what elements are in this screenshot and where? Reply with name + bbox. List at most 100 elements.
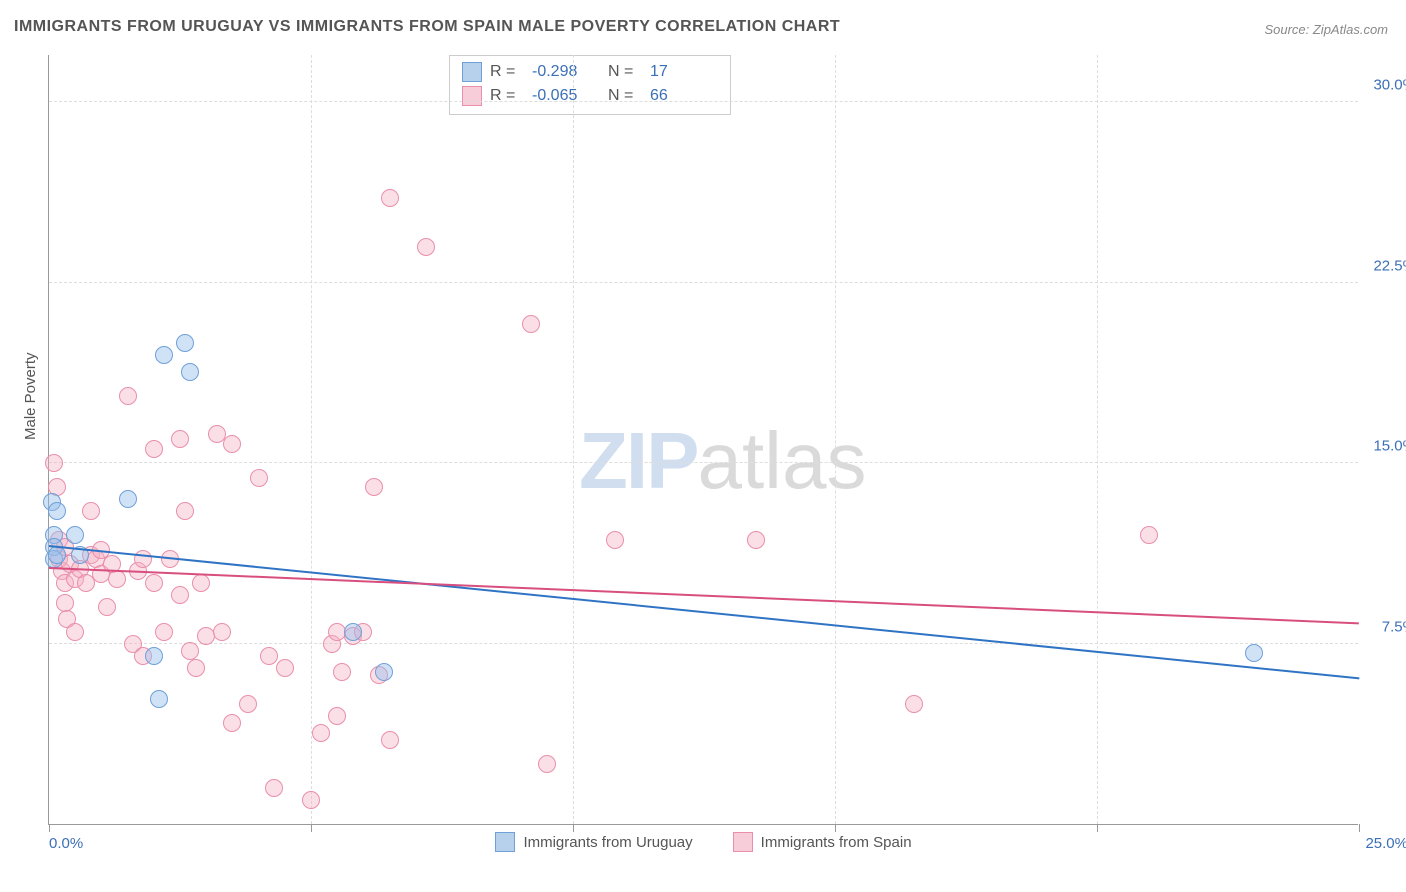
y-tick-label: 7.5% <box>1382 618 1406 635</box>
data-point-spain <box>77 574 95 592</box>
legend-item-uruguay: Immigrants from Uruguay <box>495 832 692 852</box>
data-point-spain <box>302 791 320 809</box>
stat-n-value-spain: 66 <box>650 84 718 108</box>
stat-r-value-spain: -0.065 <box>532 84 600 108</box>
gridline-horizontal <box>49 101 1358 102</box>
series-legend: Immigrants from Uruguay Immigrants from S… <box>49 832 1358 852</box>
x-tick <box>835 824 836 832</box>
watermark-zip: ZIP <box>579 416 697 505</box>
data-point-spain <box>213 623 231 641</box>
x-tick <box>49 824 50 832</box>
data-point-spain <box>108 570 126 588</box>
gridline-horizontal <box>49 282 1358 283</box>
data-point-spain <box>522 315 540 333</box>
legend-label-uruguay: Immigrants from Uruguay <box>523 834 692 851</box>
legend-swatch-spain <box>462 86 482 106</box>
data-point-uruguay <box>375 663 393 681</box>
data-point-spain <box>98 598 116 616</box>
data-point-spain <box>192 574 210 592</box>
data-point-spain <box>145 574 163 592</box>
stat-n-label: N = <box>608 60 642 84</box>
data-point-spain <box>223 435 241 453</box>
data-point-spain <box>223 714 241 732</box>
gridline-horizontal <box>49 462 1358 463</box>
stats-row-uruguay: R = -0.298 N = 17 <box>462 60 718 84</box>
gridline-vertical <box>573 55 574 824</box>
data-point-spain <box>905 695 923 713</box>
data-point-spain <box>66 623 84 641</box>
data-point-spain <box>82 502 100 520</box>
data-point-spain <box>265 779 283 797</box>
data-point-spain <box>417 238 435 256</box>
data-point-spain <box>56 594 74 612</box>
data-point-spain <box>171 430 189 448</box>
stat-r-label: R = <box>490 60 524 84</box>
x-tick <box>311 824 312 832</box>
correlation-stats-box: R = -0.298 N = 17 R = -0.065 N = 66 <box>449 55 731 115</box>
data-point-spain <box>312 724 330 742</box>
x-tick-label: 0.0% <box>49 835 83 852</box>
data-point-uruguay <box>119 490 137 508</box>
legend-swatch-spain <box>733 832 753 852</box>
data-point-spain <box>176 502 194 520</box>
data-point-spain <box>45 454 63 472</box>
stats-row-spain: R = -0.065 N = 66 <box>462 84 718 108</box>
gridline-horizontal <box>49 643 1358 644</box>
data-point-spain <box>119 387 137 405</box>
y-axis-label: Male Poverty <box>22 352 39 440</box>
gridline-vertical <box>311 55 312 824</box>
watermark: ZIPatlas <box>579 415 866 507</box>
data-point-uruguay <box>181 363 199 381</box>
data-point-spain <box>239 695 257 713</box>
gridline-vertical <box>1097 55 1098 824</box>
data-point-spain <box>260 647 278 665</box>
x-tick <box>1359 824 1360 832</box>
data-point-uruguay <box>145 647 163 665</box>
data-point-spain <box>171 586 189 604</box>
data-point-spain <box>538 755 556 773</box>
plot-area: ZIPatlas R =-0.298N =17R =-0.065N =66 Im… <box>48 55 1358 825</box>
x-tick <box>573 824 574 832</box>
source-attribution: Source: ZipAtlas.com <box>1264 22 1388 37</box>
legend-item-spain: Immigrants from Spain <box>733 832 912 852</box>
data-point-spain <box>276 659 294 677</box>
data-point-uruguay <box>48 502 66 520</box>
data-point-spain <box>187 659 205 677</box>
data-point-spain <box>328 707 346 725</box>
legend-swatch-uruguay <box>495 832 515 852</box>
stat-r-label: R = <box>490 84 524 108</box>
trendline-uruguay <box>49 545 1359 679</box>
data-point-uruguay <box>176 334 194 352</box>
y-tick-label: 15.0% <box>1373 438 1406 455</box>
data-point-uruguay <box>66 526 84 544</box>
y-tick-label: 30.0% <box>1373 77 1406 94</box>
data-point-spain <box>181 642 199 660</box>
legend-swatch-uruguay <box>462 62 482 82</box>
data-point-spain <box>1140 526 1158 544</box>
data-point-spain <box>333 663 351 681</box>
data-point-spain <box>155 623 173 641</box>
gridline-vertical <box>835 55 836 824</box>
data-point-spain <box>250 469 268 487</box>
stat-n-label: N = <box>608 84 642 108</box>
data-point-spain <box>381 731 399 749</box>
x-tick-label: 25.0% <box>1365 835 1406 852</box>
x-tick <box>1097 824 1098 832</box>
legend-label-spain: Immigrants from Spain <box>761 834 912 851</box>
data-point-spain <box>145 440 163 458</box>
stat-n-value-uruguay: 17 <box>650 60 718 84</box>
stat-r-value-uruguay: -0.298 <box>532 60 600 84</box>
data-point-spain <box>747 531 765 549</box>
data-point-spain <box>365 478 383 496</box>
data-point-uruguay <box>1245 644 1263 662</box>
data-point-uruguay <box>344 623 362 641</box>
data-point-uruguay <box>155 346 173 364</box>
trendline-spain <box>49 567 1359 624</box>
chart-container: IMMIGRANTS FROM URUGUAY VS IMMIGRANTS FR… <box>0 0 1406 892</box>
data-point-uruguay <box>150 690 168 708</box>
watermark-atlas: atlas <box>697 416 866 505</box>
data-point-spain <box>381 189 399 207</box>
y-tick-label: 22.5% <box>1373 257 1406 274</box>
chart-title: IMMIGRANTS FROM URUGUAY VS IMMIGRANTS FR… <box>14 18 840 36</box>
data-point-spain <box>606 531 624 549</box>
